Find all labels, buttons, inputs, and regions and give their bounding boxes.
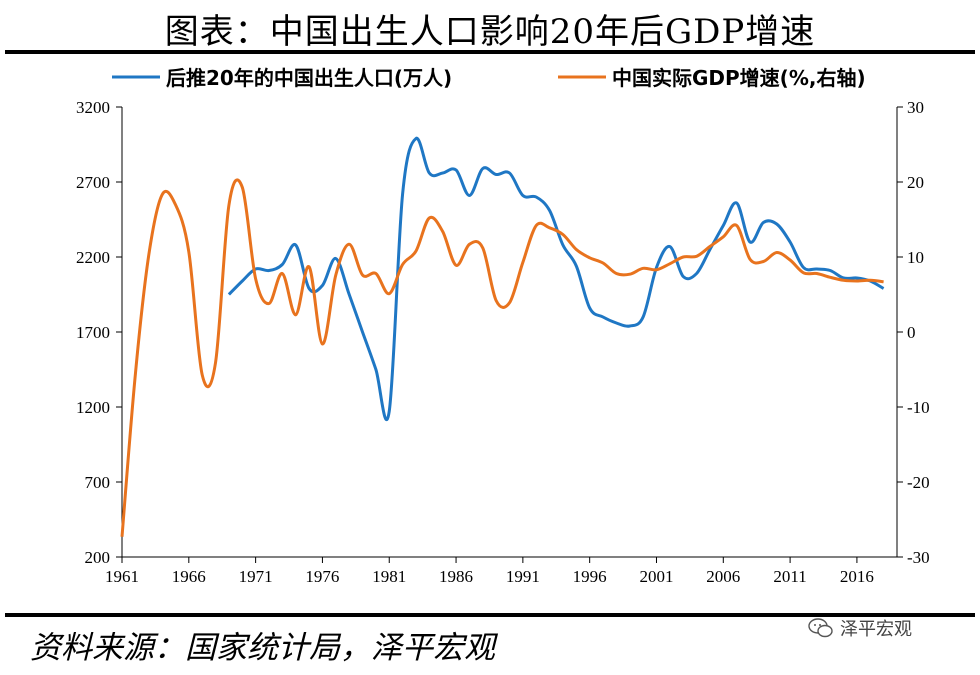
- x-tick-label: 1976: [305, 567, 339, 586]
- x-tick-label: 1971: [239, 567, 273, 586]
- right-tick-label: 10: [907, 248, 924, 267]
- left-tick-label: 200: [85, 548, 111, 567]
- legend-label-births: 后推20年的中国出生人口(万人): [166, 66, 452, 90]
- births-line: [227, 136, 885, 422]
- gdp-growth-line: [120, 178, 884, 537]
- right-tick-label: 20: [907, 173, 924, 192]
- left-tick-label: 2200: [76, 248, 110, 267]
- x-tick-label: 2001: [639, 567, 673, 586]
- watermark-text: 泽平宏观: [840, 619, 912, 640]
- source-note: 资料来源：国家统计局，泽平宏观: [30, 630, 495, 666]
- left-tick-label: 1700: [76, 323, 110, 342]
- left-tick-label: 1200: [76, 398, 110, 417]
- x-tick-label: 1966: [172, 567, 206, 586]
- right-tick-label: 0: [907, 323, 916, 342]
- legend-label-gdp: 中国实际GDP增速(%,右轴): [612, 66, 866, 90]
- tick-labels: 200 700 1200 1700 2200 2700 3200 -30 -20 -10 0 10 20…: [76, 98, 930, 586]
- bottom-rule: [5, 613, 975, 617]
- right-tick-label: 30: [907, 98, 924, 117]
- left-tick-label: 2700: [76, 173, 110, 192]
- x-tick-label: 2006: [706, 567, 740, 586]
- x-tick-label: 2011: [773, 567, 806, 586]
- x-tick-label: 1986: [439, 567, 473, 586]
- axes: [116, 106, 903, 563]
- watermark: 泽平宏观: [808, 615, 912, 641]
- line-chart: 后推20年的中国出生人口(万人) 中国实际GDP增速(%,右轴) 2007001…: [76, 66, 930, 586]
- right-tick-label: -10: [907, 398, 930, 417]
- left-tick-label: 3200: [76, 98, 110, 117]
- x-tick-label: 2016: [840, 567, 874, 586]
- x-tick-label: 1996: [573, 567, 607, 586]
- right-tick-label: -30: [907, 548, 930, 567]
- chart-title: 图表：中国出生人口影响20年后GDP增速: [164, 12, 816, 52]
- wechat-icon: [808, 618, 833, 638]
- x-tick-label: 1981: [372, 567, 406, 586]
- series-lines: [120, 136, 885, 537]
- x-tick-label: 1991: [506, 567, 540, 586]
- right-tick-label: -20: [907, 473, 930, 492]
- legend: 后推20年的中国出生人口(万人) 中国实际GDP增速(%,右轴): [112, 66, 866, 90]
- x-tick-label: 1961: [105, 567, 139, 586]
- top-rule: [5, 50, 975, 54]
- left-tick-label: 700: [85, 473, 111, 492]
